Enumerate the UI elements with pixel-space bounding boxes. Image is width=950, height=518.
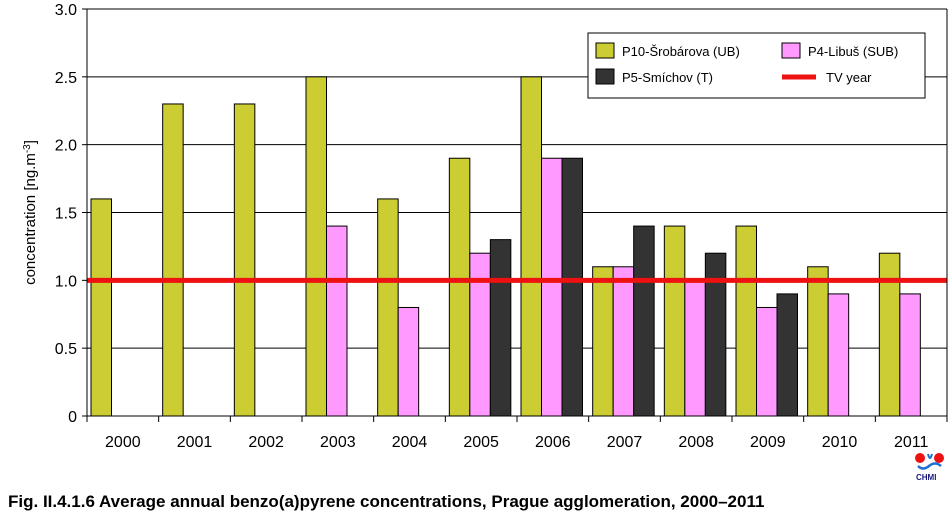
legend-label: P4-Libuš (SUB) <box>808 44 898 59</box>
bar <box>326 225 348 417</box>
y-axis-label: concentration [ng.m-3] <box>22 140 40 285</box>
bar <box>684 279 706 417</box>
x-tick-label: 2000 <box>105 434 141 451</box>
x-tick-label: 2004 <box>392 434 428 451</box>
bar <box>612 266 635 417</box>
bar <box>489 239 512 417</box>
legend-swatch <box>781 42 801 59</box>
bar <box>633 225 655 417</box>
y-tick-label: 2.0 <box>55 138 77 155</box>
bar <box>469 252 491 417</box>
legend-swatch <box>595 68 615 85</box>
bar <box>827 293 850 417</box>
y-tick-label: 1.0 <box>55 273 77 290</box>
bar <box>704 252 727 417</box>
bar <box>592 266 614 417</box>
bar <box>305 76 327 417</box>
y-tick-label: 2.5 <box>55 70 77 87</box>
logo-wave <box>917 462 942 470</box>
y-tick-label: 0.5 <box>55 341 77 358</box>
x-tick-label: 2010 <box>822 434 858 451</box>
x-tick-label: 2001 <box>177 434 213 451</box>
chart: 0 0.5 1.0 1.5 2.0 2.5 3.0 2000 2001 2002 2003 2004 2… <box>22 2 948 451</box>
logo-dot-right <box>934 453 944 463</box>
logo-dot-left <box>915 453 925 463</box>
legend-label: TV year <box>826 70 872 85</box>
y-tick-label: 0 <box>68 409 77 426</box>
bar <box>663 225 686 417</box>
logo-text: CHMI <box>916 473 937 482</box>
x-tick-label: 2006 <box>535 434 571 451</box>
bar <box>397 306 420 417</box>
bar <box>756 306 778 417</box>
legend <box>587 32 926 99</box>
bar <box>807 266 829 417</box>
legend-swatch <box>595 42 615 59</box>
y-tick-label: 1.5 <box>55 206 77 223</box>
bar <box>162 103 184 417</box>
chmi-logo: CHMI <box>914 452 946 486</box>
chmi-logo-icon <box>915 453 944 470</box>
x-tick-label: 2008 <box>678 434 714 451</box>
bar <box>776 293 798 417</box>
y-tick-label: 3.0 <box>55 2 77 19</box>
bar <box>233 103 256 417</box>
logo-wave-top <box>927 453 933 459</box>
bar <box>377 198 399 417</box>
bar <box>448 157 471 417</box>
x-tick-label: 2003 <box>320 434 356 451</box>
bar <box>90 198 112 417</box>
bar <box>561 157 583 417</box>
x-tick-label: 2011 <box>894 434 929 451</box>
x-tick-label: 2005 <box>463 434 499 451</box>
x-tick-label: 2007 <box>607 434 643 451</box>
bar <box>899 293 921 417</box>
bar <box>520 76 542 417</box>
bar <box>541 157 563 417</box>
legend-label: P10-Šrobárova (UB) <box>622 44 740 59</box>
bar <box>878 252 901 417</box>
legend-label: P5-Smíchov (T) <box>622 70 713 85</box>
bar <box>735 225 757 417</box>
figure-caption: Fig. II.4.1.6 Average annual benzo(a)pyr… <box>8 492 765 511</box>
x-tick-label: 2002 <box>248 434 284 451</box>
x-tick-label: 2009 <box>750 434 786 451</box>
